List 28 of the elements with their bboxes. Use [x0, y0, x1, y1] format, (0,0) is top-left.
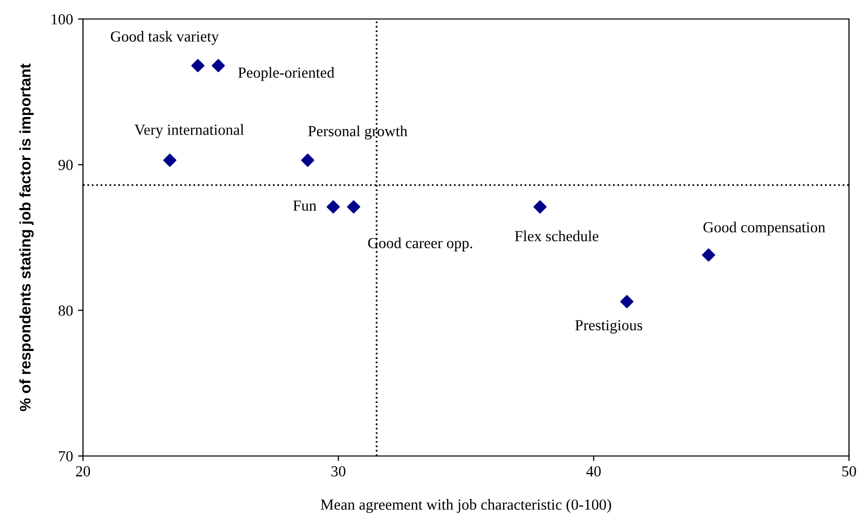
y-axis-title: % of respondents stating job factor is important [19, 64, 34, 412]
point [533, 200, 547, 214]
point [326, 200, 340, 214]
y-tick-label: 80 [58, 305, 73, 316]
annotation: Fun [293, 200, 316, 211]
y-tick-label: 100 [52, 14, 73, 24]
point [212, 59, 225, 72]
annotation: Very international [134, 124, 244, 138]
point [702, 248, 716, 262]
x-tick-label: 50 [842, 466, 856, 476]
x-tick-label: 30 [331, 466, 346, 476]
annotation: Good career opp. [368, 237, 472, 252]
x-axis-title: Mean agreement with job characteristic (0-100) [320, 499, 612, 513]
point [301, 154, 314, 167]
point [191, 59, 204, 72]
annotation: Good task variety [110, 30, 219, 45]
annotation: Personal growth [308, 126, 408, 140]
y-tick-label: 90 [58, 160, 73, 170]
x-tick-label: 40 [586, 466, 601, 476]
annotation: Prestigious [575, 320, 642, 334]
annotation: Flex schedule [514, 230, 598, 242]
annotation: People-oriented [238, 67, 334, 81]
point [163, 154, 176, 167]
y-tick-label: 70 [59, 451, 73, 462]
x-tick-label: 20 [76, 466, 90, 476]
point [347, 200, 360, 214]
point [620, 295, 634, 308]
annotation: Good compensation [703, 222, 826, 236]
